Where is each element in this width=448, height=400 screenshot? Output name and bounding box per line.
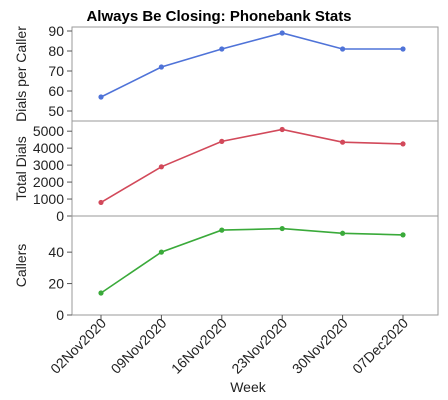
y-tick-label: 70 <box>48 63 64 79</box>
y-tick-label: 40 <box>48 244 64 260</box>
data-point <box>400 141 406 147</box>
panel-0: 50 60 70 80 90 Dials per Caller <box>13 23 439 122</box>
y-tick-label: 1000 <box>33 191 64 207</box>
panel-frame <box>71 215 439 316</box>
x-tick-label: 07Dec2020 <box>349 315 411 377</box>
y-tick-label: 4000 <box>33 140 64 156</box>
data-point <box>219 227 225 233</box>
data-point <box>158 164 164 170</box>
y-tick-label: 50 <box>48 103 64 119</box>
data-point <box>98 290 104 296</box>
x-tick-label: 30Nov2020 <box>289 315 351 377</box>
x-axis-label: Week <box>230 379 267 395</box>
x-tick-label: 23Nov2020 <box>228 315 290 377</box>
y-tick-label: 80 <box>48 43 64 59</box>
y-axis-label: Callers <box>13 244 29 288</box>
panel-2: 0 20 40 Callers <box>13 215 439 323</box>
data-point <box>400 46 406 52</box>
data-point <box>219 46 225 52</box>
series-line <box>100 32 403 98</box>
data-point <box>340 139 346 145</box>
y-tick-label: 0 <box>56 307 64 323</box>
data-point <box>158 64 164 70</box>
data-point <box>98 199 104 206</box>
x-tick-label: 09Nov2020 <box>108 315 170 377</box>
y-tick-label: 60 <box>48 83 64 99</box>
y-tick-label: 5000 <box>33 123 64 139</box>
data-point <box>158 249 164 255</box>
data-point <box>279 30 285 36</box>
series-line <box>100 227 404 294</box>
data-point <box>219 138 225 144</box>
x-tick-label: 16Nov2020 <box>168 315 230 377</box>
y-tick-label: 3000 <box>33 157 64 173</box>
series-line <box>100 128 404 204</box>
y-tick-label: 2000 <box>33 174 64 190</box>
data-point <box>98 94 104 100</box>
x-axis: 02Nov202009Nov202016Nov202023Nov202030No… <box>47 315 411 377</box>
y-tick-label: 0 <box>56 208 64 224</box>
y-tick-label: 90 <box>48 23 64 39</box>
data-point <box>400 232 406 238</box>
data-point <box>340 230 346 236</box>
data-point <box>279 225 285 232</box>
data-point <box>279 126 285 133</box>
y-tick-label: 20 <box>48 276 64 292</box>
x-tick-label: 02Nov2020 <box>47 315 109 377</box>
y-axis-label: Total Dials <box>13 136 29 201</box>
data-point <box>340 46 346 52</box>
y-axis-label: Dials per Caller <box>13 26 29 122</box>
panel-frame <box>71 26 439 122</box>
chart-title: Always Be Closing: Phonebank Stats <box>86 8 351 25</box>
